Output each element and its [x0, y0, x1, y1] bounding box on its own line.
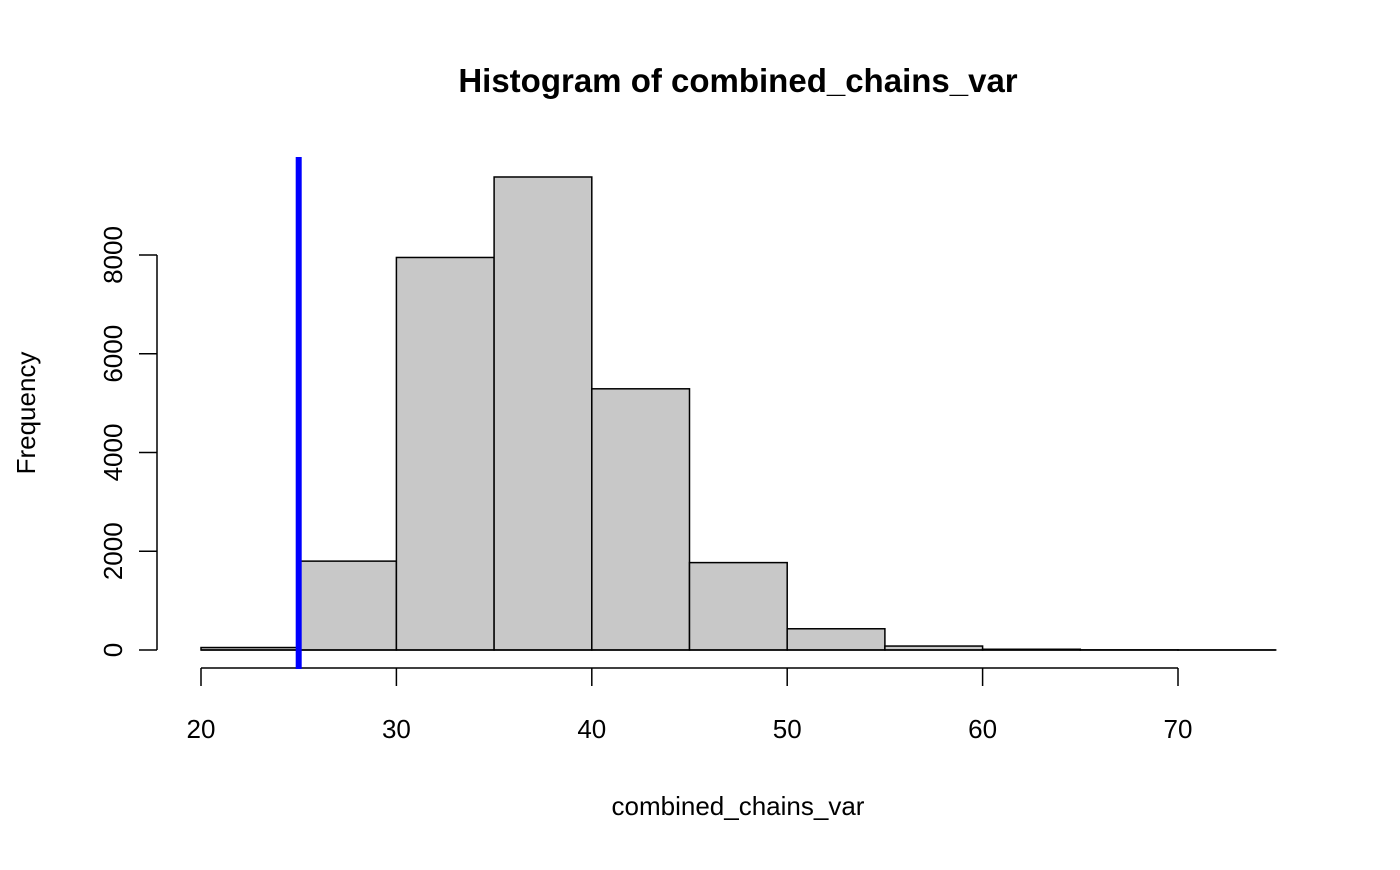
histogram-bar-35-40 — [494, 177, 592, 650]
x-tick-label-60: 60 — [968, 714, 997, 744]
histogram-bar-30-35 — [396, 257, 494, 650]
x-axis: 20 30 40 50 60 70 — [187, 668, 1193, 744]
histogram-bar-25-30 — [299, 561, 397, 650]
x-tick-label-50: 50 — [773, 714, 802, 744]
x-tick-label-20: 20 — [187, 714, 216, 744]
chart-title: Histogram of combined_chains_var — [458, 62, 1017, 99]
bars-layer — [201, 177, 1276, 650]
histogram-bar-50-55 — [787, 629, 885, 650]
y-tick-label-4000: 4000 — [98, 424, 128, 482]
histogram-bar-45-50 — [690, 563, 788, 650]
x-tick-label-40: 40 — [577, 714, 606, 744]
y-tick-label-0: 0 — [98, 643, 128, 657]
x-tick-label-70: 70 — [1164, 714, 1193, 744]
x-axis-label: combined_chains_var — [612, 791, 865, 821]
y-tick-label-2000: 2000 — [98, 522, 128, 580]
y-tick-label-6000: 6000 — [98, 325, 128, 383]
y-axis: 0 2000 4000 6000 8000 — [98, 226, 157, 657]
histogram-bar-40-45 — [592, 389, 690, 650]
y-tick-label-8000: 8000 — [98, 226, 128, 284]
y-axis-label: Frequency — [11, 352, 41, 475]
x-tick-label-30: 30 — [382, 714, 411, 744]
